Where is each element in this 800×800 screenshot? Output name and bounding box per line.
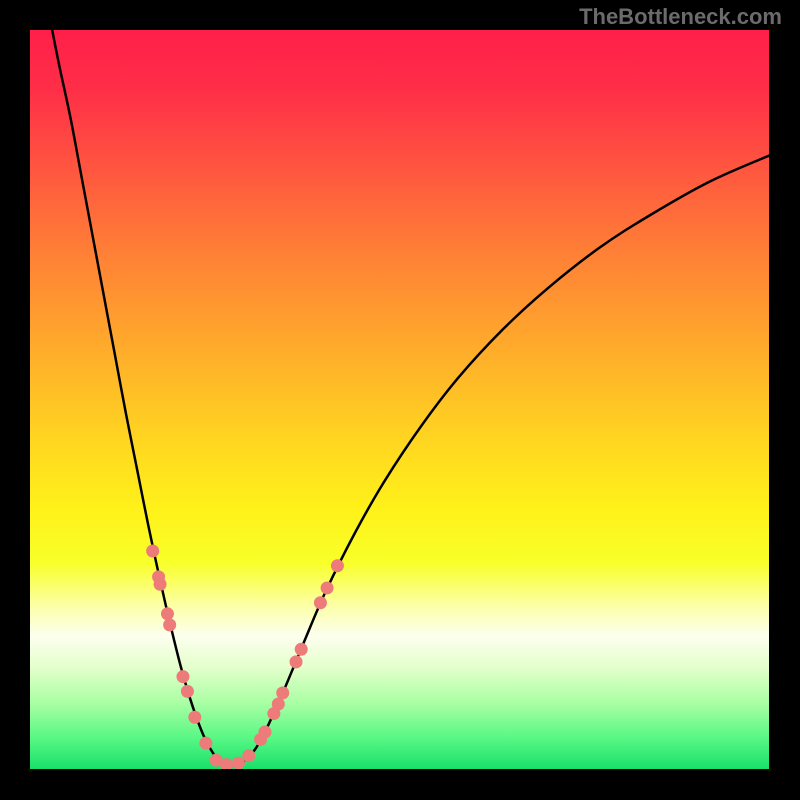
data-marker [188, 711, 201, 724]
data-marker [199, 737, 212, 750]
curve-layer [30, 30, 769, 769]
data-marker [276, 686, 289, 699]
plot-area [30, 30, 769, 769]
data-marker [259, 726, 272, 739]
data-marker [314, 596, 327, 609]
data-marker [272, 697, 285, 710]
bottleneck-curve [230, 156, 769, 766]
watermark-text: TheBottleneck.com [579, 4, 782, 30]
chart-root: TheBottleneck.com [0, 0, 800, 800]
data-marker [146, 544, 159, 557]
data-marker [321, 581, 334, 594]
data-marker [176, 670, 189, 683]
data-marker [331, 559, 344, 572]
data-marker [242, 749, 255, 762]
data-marker [181, 685, 194, 698]
data-marker [295, 643, 308, 656]
bottleneck-curve [52, 30, 229, 765]
data-marker [290, 655, 303, 668]
data-marker [163, 618, 176, 631]
data-marker [161, 607, 174, 620]
data-marker [154, 578, 167, 591]
